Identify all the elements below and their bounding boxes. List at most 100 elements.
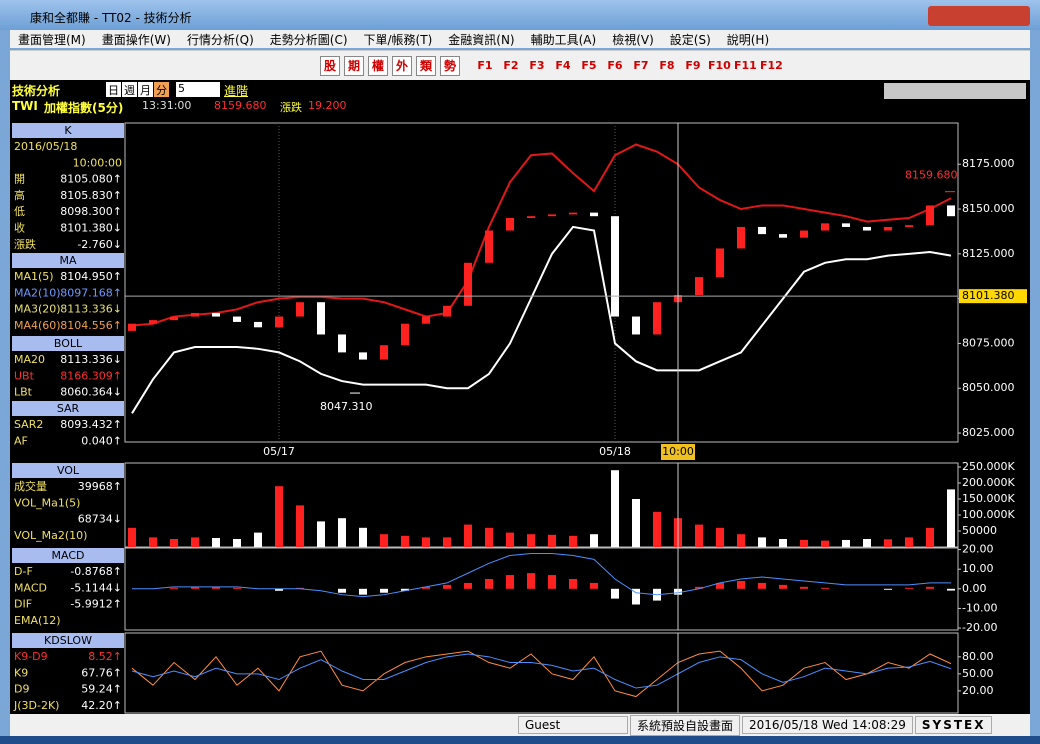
function-key[interactable]: F8	[659, 59, 675, 72]
y-tick-label: 20.00	[962, 543, 994, 556]
function-key[interactable]: F12	[760, 59, 783, 72]
y-tick-label: 80.00	[962, 650, 994, 663]
function-key[interactable]: F4	[555, 59, 571, 72]
x-label-highlight	[661, 444, 695, 460]
function-key[interactable]: F2	[503, 59, 519, 72]
advanced-button[interactable]: 進階	[224, 84, 249, 98]
row-label: EMA(12)	[14, 614, 61, 627]
candle-body	[443, 305, 451, 317]
menu-item[interactable]: 金融資訊(N)	[448, 33, 515, 47]
symbol-button[interactable]: 勢	[440, 55, 460, 76]
menu-item[interactable]: 行情分析(Q)	[186, 33, 254, 47]
candle-body	[464, 262, 472, 306]
symbol-button[interactable]: 類	[416, 55, 436, 76]
candle-body	[527, 216, 535, 218]
row-label: D-F	[14, 565, 33, 578]
macd-bar	[233, 587, 241, 589]
row-value: 8166.309↑	[60, 369, 122, 382]
volume-bar	[779, 539, 787, 547]
menu-item[interactable]: 下單/帳務(T)	[363, 33, 433, 47]
window-title: 康和全都賺 - TT02 - 技術分析	[30, 11, 192, 25]
function-key[interactable]: F3	[529, 59, 545, 72]
candle-body	[842, 223, 850, 227]
low-annotation: 8047.310	[320, 400, 373, 413]
symbol-button[interactable]: 權	[368, 55, 388, 76]
volume-bar	[842, 539, 850, 547]
volume-bar	[254, 532, 262, 547]
volume-bar	[506, 532, 514, 547]
row-label: LBt	[14, 386, 33, 399]
candle-body	[254, 321, 262, 328]
volume-bar	[548, 534, 556, 547]
candle-body	[611, 216, 619, 317]
window-buttons[interactable]	[928, 6, 1030, 26]
period-button[interactable]: 月	[138, 82, 153, 97]
candle-body	[401, 323, 409, 346]
status-datetime: 2016/05/18 Wed 14:08:29	[742, 716, 913, 734]
panel-header-bg	[12, 336, 124, 351]
candle-body	[233, 316, 241, 322]
function-key[interactable]: F11	[734, 59, 757, 72]
macd-bar	[779, 584, 787, 589]
function-key[interactable]: F9	[685, 59, 701, 72]
menu-item[interactable]: 輔助工具(A)	[530, 33, 597, 47]
function-key[interactable]: F7	[633, 59, 649, 72]
macd-bar	[695, 586, 703, 589]
volume-bar	[212, 538, 220, 547]
menu-item[interactable]: 說明(H)	[726, 33, 770, 47]
macd-bar	[716, 582, 724, 589]
row-label: MA4(60)	[14, 319, 61, 332]
row-label: MA20	[14, 353, 45, 366]
volume-bar	[464, 524, 472, 547]
plot-frame	[124, 632, 959, 714]
row-value: -0.8768↑	[70, 565, 122, 578]
symbol-name: 加權指數(5分)	[44, 101, 124, 115]
chart-tools[interactable]	[884, 83, 1026, 99]
row-label: MA2(10)	[14, 286, 61, 299]
function-key[interactable]: F5	[581, 59, 597, 72]
volume-bar	[443, 537, 451, 547]
chart-header: 技術分析 日週月分 5 進階 TWI 加權指數(5分) 13:31:00 815…	[10, 80, 1030, 122]
symbol-button[interactable]: 期	[344, 55, 364, 76]
volume-bar	[863, 539, 871, 547]
panel-header: SAR	[57, 402, 80, 415]
row-label: MA1(5)	[14, 270, 54, 283]
quote-price: 8159.680	[214, 99, 267, 112]
symbol-button[interactable]: 外	[392, 55, 412, 76]
menu-item[interactable]: 設定(S)	[669, 33, 711, 47]
candle-body	[905, 225, 913, 227]
candle-body	[653, 302, 661, 335]
row-value: -2.760↓	[77, 238, 122, 251]
status-layout: 系統預設自設畫面	[630, 714, 741, 736]
panel-header: VOL	[57, 464, 80, 477]
function-key[interactable]: F6	[607, 59, 623, 72]
series-line	[131, 225, 952, 414]
row-label: K9-D9	[14, 650, 48, 663]
menu-item[interactable]: 檢視(V)	[612, 33, 654, 47]
symbol-button[interactable]: 股	[320, 55, 340, 76]
function-key[interactable]: F1	[477, 59, 493, 72]
panel-header-bg	[12, 253, 124, 268]
menu-item[interactable]: 畫面操作(W)	[101, 33, 171, 47]
high-annotation: 8159.680	[905, 169, 958, 182]
macd-bar	[632, 588, 640, 605]
plot-frame	[124, 462, 959, 548]
period-button[interactable]: 日	[106, 82, 121, 97]
candle-body	[422, 316, 430, 324]
row-value: 67.76↑	[81, 666, 122, 679]
volume-bar	[233, 539, 241, 547]
row-label: MACD	[14, 581, 47, 594]
function-key[interactable]: F10	[708, 59, 731, 72]
candle-body	[779, 234, 787, 238]
period-button[interactable]: 分	[154, 82, 169, 97]
menu-item[interactable]: 走勢分析圖(C)	[269, 33, 348, 47]
row-value: 68734↓	[78, 513, 122, 526]
row-label: 高	[14, 188, 25, 202]
period-select[interactable]: 5	[176, 82, 220, 97]
menu-item[interactable]: 畫面管理(M)	[18, 33, 86, 47]
volume-bar	[422, 537, 430, 547]
candle-body	[926, 205, 934, 226]
row-value: 8098.300↑	[60, 205, 122, 218]
period-button[interactable]: 週	[122, 82, 137, 97]
candle-body	[128, 323, 136, 331]
